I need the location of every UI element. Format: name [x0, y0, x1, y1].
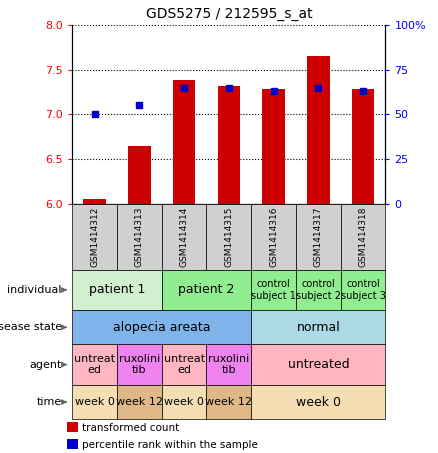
Text: untreat
ed: untreat ed: [74, 354, 115, 376]
Title: GDS5275 / 212595_s_at: GDS5275 / 212595_s_at: [145, 7, 312, 21]
Text: untreated: untreated: [287, 358, 349, 371]
Text: transformed count: transformed count: [82, 423, 179, 433]
Text: percentile rank within the sample: percentile rank within the sample: [82, 439, 258, 449]
Text: agent: agent: [29, 360, 62, 370]
Point: [225, 84, 232, 91]
Text: GSM1414312: GSM1414312: [90, 207, 99, 267]
Text: GSM1414313: GSM1414313: [135, 207, 144, 267]
Text: control
subject 3: control subject 3: [341, 279, 385, 301]
Text: individual: individual: [7, 285, 62, 295]
Point: [360, 87, 367, 95]
Text: time: time: [36, 397, 62, 407]
Text: GSM1414318: GSM1414318: [359, 207, 367, 267]
Point: [270, 87, 277, 95]
Text: control
subject 2: control subject 2: [296, 279, 341, 301]
Text: ruxolini
tib: ruxolini tib: [119, 354, 160, 376]
Point: [136, 102, 143, 109]
Text: GSM1414315: GSM1414315: [224, 207, 233, 267]
Bar: [128, 146, 151, 204]
Text: GSM1414314: GSM1414314: [180, 207, 189, 267]
Text: alopecia areata: alopecia areata: [113, 321, 211, 334]
Text: ruxolini
tib: ruxolini tib: [208, 354, 250, 376]
Bar: [67, 439, 78, 448]
Text: GSM1414316: GSM1414316: [269, 207, 278, 267]
Bar: [173, 80, 195, 204]
Bar: [218, 86, 240, 204]
Bar: [262, 89, 285, 204]
Text: normal: normal: [297, 321, 340, 334]
Text: untreat
ed: untreat ed: [163, 354, 205, 376]
Text: week 0: week 0: [296, 395, 341, 409]
Text: week 0: week 0: [164, 397, 204, 407]
Text: week 0: week 0: [75, 397, 115, 407]
Point: [91, 111, 98, 118]
Bar: [307, 56, 329, 204]
Text: GSM1414317: GSM1414317: [314, 207, 323, 267]
Bar: [352, 89, 374, 204]
Bar: [84, 199, 106, 204]
Text: patient 2: patient 2: [178, 284, 235, 296]
Point: [315, 84, 322, 91]
Text: disease state: disease state: [0, 322, 62, 333]
Text: week 12: week 12: [116, 397, 163, 407]
Point: [180, 84, 187, 91]
Text: control
subject 1: control subject 1: [251, 279, 296, 301]
Bar: [67, 422, 78, 432]
Text: week 12: week 12: [205, 397, 252, 407]
Text: patient 1: patient 1: [89, 284, 145, 296]
